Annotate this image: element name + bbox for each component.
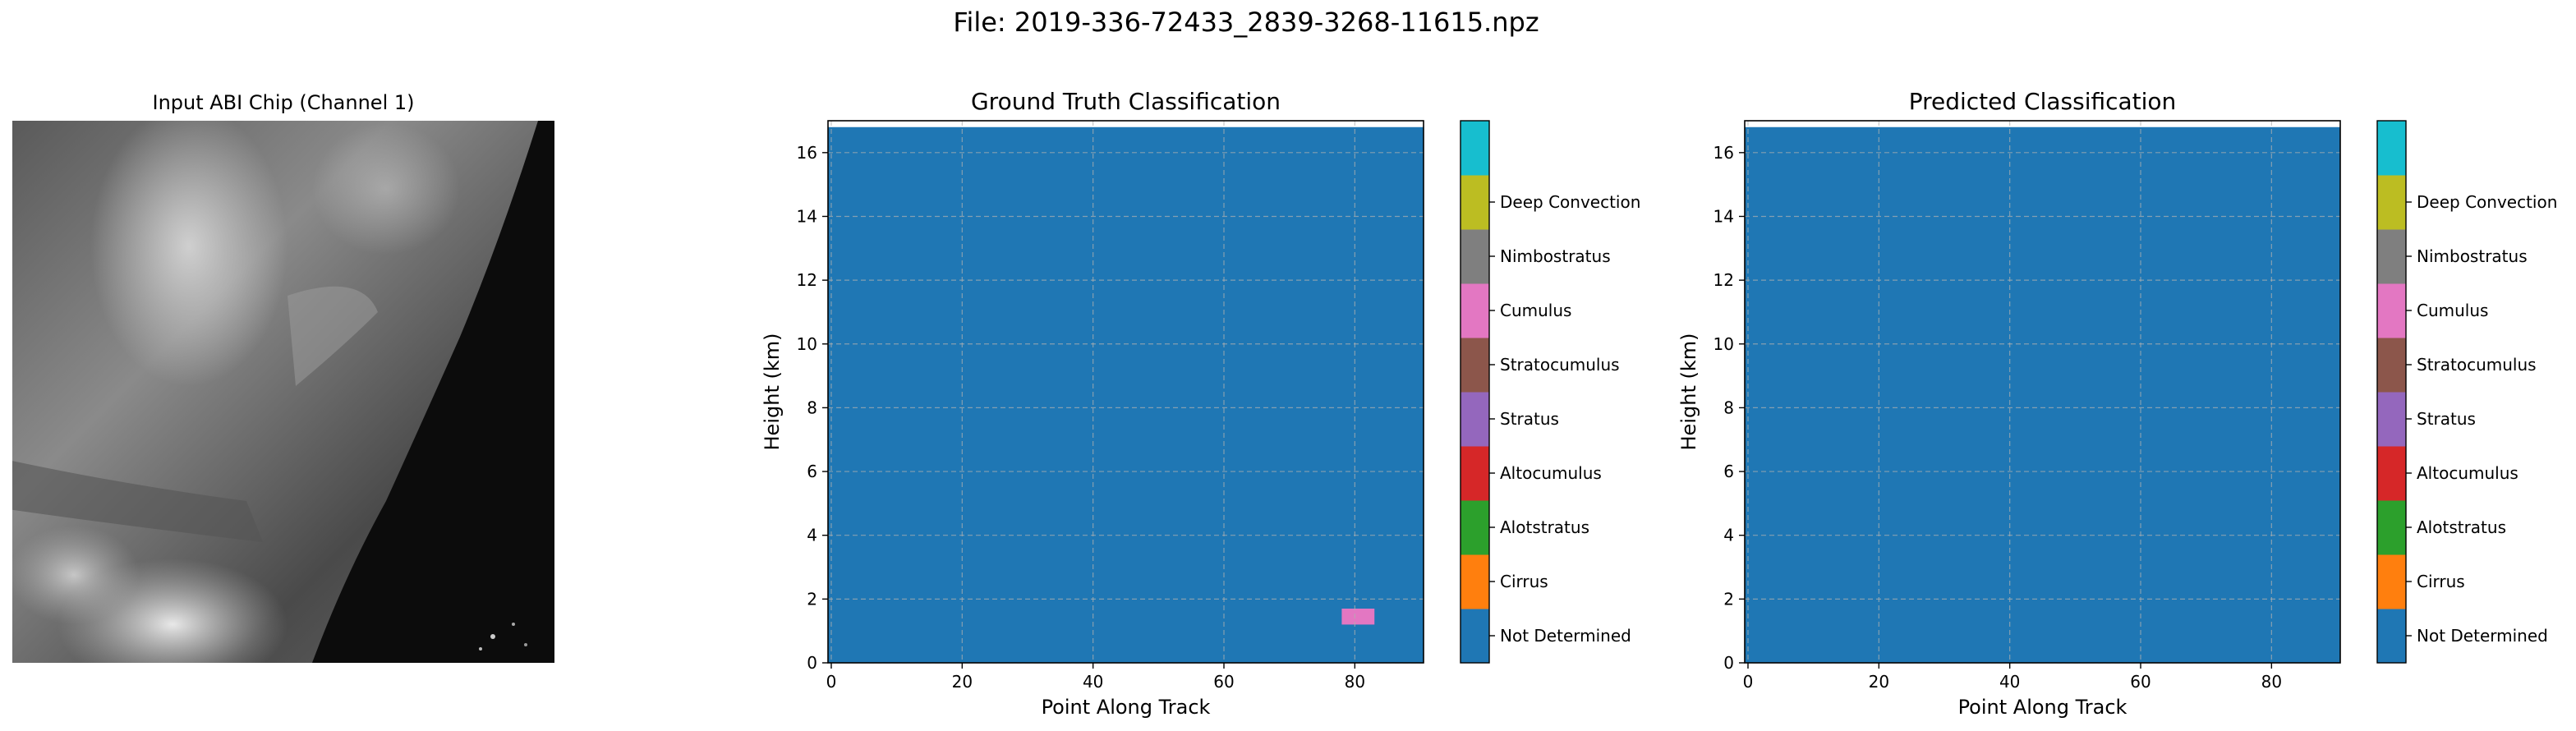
colorbar-label: Deep Convection bbox=[1500, 192, 1640, 212]
colorbar-label: Stratus bbox=[2417, 409, 2476, 429]
colorbar: Not Determined Cirrus Alotstratus Altocumul… bbox=[2376, 120, 2557, 664]
colorbar-label: Altocumulus bbox=[1500, 463, 1602, 483]
y-tick-label: 6 bbox=[807, 462, 817, 481]
x-tick-label: 60 bbox=[1213, 672, 1234, 692]
colorbar-segment bbox=[1460, 229, 1489, 284]
colorbar-label: Cumulus bbox=[2417, 301, 2488, 320]
heatmap-patch-1 bbox=[1341, 609, 1375, 625]
colorbar-segment bbox=[1460, 609, 1489, 664]
colorbar-segment bbox=[1460, 392, 1489, 447]
colorbar-label: Not Determined bbox=[1500, 626, 1631, 646]
colorbar-segment bbox=[2377, 283, 2406, 338]
colorbar-frame bbox=[1460, 120, 1490, 664]
colorbar-segment bbox=[1460, 121, 1489, 176]
x-axis-label: Point Along Track bbox=[1958, 696, 2128, 719]
y-tick-label: 4 bbox=[1723, 526, 1734, 545]
colorbar-label: Not Determined bbox=[2417, 626, 2548, 646]
x-tick-label: 40 bbox=[1083, 672, 1103, 692]
colorbar-label: Nimbostratus bbox=[2417, 246, 2528, 266]
colorbar-segment bbox=[2377, 229, 2406, 284]
colorbar-segment bbox=[1460, 338, 1489, 393]
y-tick-label: 16 bbox=[1714, 143, 1734, 163]
figure-title: File: 2019-336-72433_2839-3268-11615.npz bbox=[953, 7, 1539, 38]
colorbar-label: Cumulus bbox=[1500, 301, 1571, 320]
colorbar-label: Cirrus bbox=[2417, 572, 2465, 591]
colorbar-segment bbox=[1460, 500, 1489, 555]
colorbar-label: Stratocumulus bbox=[2417, 355, 2537, 375]
colorbar-label: Cirrus bbox=[1500, 572, 1548, 591]
colorbar: Not Determined Cirrus Alotstratus Altocumul… bbox=[1460, 120, 1640, 664]
y-tick-label: 10 bbox=[1714, 334, 1734, 354]
chart-title: Predicted Classification bbox=[1909, 88, 2177, 115]
colorbar-segment bbox=[1460, 446, 1489, 501]
y-tick-label: 2 bbox=[807, 589, 817, 609]
colorbar-segment bbox=[2377, 392, 2406, 447]
colorbar-label: Stratocumulus bbox=[1500, 355, 1620, 375]
y-tick-label: 12 bbox=[797, 270, 817, 290]
colorbar-label: Alotstratus bbox=[2417, 517, 2506, 537]
colorbar-label: Altocumulus bbox=[2417, 463, 2518, 483]
x-tick-label: 40 bbox=[1999, 672, 2020, 692]
heatmap-background bbox=[828, 126, 1424, 663]
colorbar-frame bbox=[2376, 120, 2407, 664]
plot-frame bbox=[827, 120, 1424, 664]
y-tick-label: 0 bbox=[1723, 653, 1734, 673]
x-tick-label: 80 bbox=[2261, 672, 2282, 692]
chart-title: Ground Truth Classification bbox=[971, 88, 1281, 115]
y-tick-label: 16 bbox=[797, 143, 817, 163]
y-tick-label: 2 bbox=[1723, 589, 1734, 609]
y-axis-label: Height (km) bbox=[761, 333, 784, 451]
colorbar-segment bbox=[2377, 609, 2406, 664]
chart-panel-1: 0 20 40 60 80 0 2 4 6 8 10 12 14 16 Ground Truth Class… bbox=[761, 88, 1640, 719]
colorbar-label: Alotstratus bbox=[1500, 517, 1589, 537]
x-tick-label: 80 bbox=[1345, 672, 1365, 692]
colorbar-segment bbox=[2377, 554, 2406, 609]
colorbar-label: Deep Convection bbox=[2417, 192, 2557, 212]
colorbar-segment bbox=[2377, 121, 2406, 176]
x-tick-label: 0 bbox=[1743, 672, 1754, 692]
input-image-title: Input ABI Chip (Channel 1) bbox=[152, 91, 414, 114]
y-axis-label: Height (km) bbox=[1677, 333, 1700, 451]
x-tick-label: 0 bbox=[826, 672, 837, 692]
colorbar-label: Stratus bbox=[1500, 409, 1559, 429]
x-tick-label: 20 bbox=[1869, 672, 1889, 692]
colorbar-segment bbox=[2377, 500, 2406, 555]
y-tick-label: 8 bbox=[807, 398, 817, 417]
colorbar-segment bbox=[1460, 175, 1489, 230]
colorbar-segment bbox=[1460, 283, 1489, 338]
y-tick-label: 4 bbox=[807, 526, 817, 545]
colorbar-segment bbox=[2377, 175, 2406, 230]
input-image-panel: Input ABI Chip (Channel 1) bbox=[12, 91, 554, 663]
x-axis-label: Point Along Track bbox=[1042, 696, 1211, 719]
chart-panel-2: 0 20 40 60 80 0 2 4 6 8 10 12 14 16 Predicted Classifi… bbox=[1677, 88, 2557, 719]
colorbar-label: Nimbostratus bbox=[1500, 246, 1611, 266]
y-tick-label: 0 bbox=[807, 653, 817, 673]
colorbar-segment bbox=[1460, 554, 1489, 609]
y-tick-label: 12 bbox=[1714, 270, 1734, 290]
y-tick-label: 8 bbox=[1723, 398, 1734, 417]
y-tick-label: 14 bbox=[1714, 206, 1734, 226]
abi-chip-image bbox=[12, 121, 554, 663]
y-tick-label: 6 bbox=[1723, 462, 1734, 481]
x-tick-label: 20 bbox=[952, 672, 973, 692]
colorbar-segment bbox=[2377, 338, 2406, 393]
y-tick-label: 10 bbox=[797, 334, 817, 354]
y-tick-label: 14 bbox=[797, 206, 817, 226]
x-tick-label: 60 bbox=[2130, 672, 2150, 692]
plot-frame bbox=[1744, 120, 2341, 664]
heatmap-background bbox=[1745, 126, 2340, 663]
colorbar-segment bbox=[2377, 446, 2406, 501]
